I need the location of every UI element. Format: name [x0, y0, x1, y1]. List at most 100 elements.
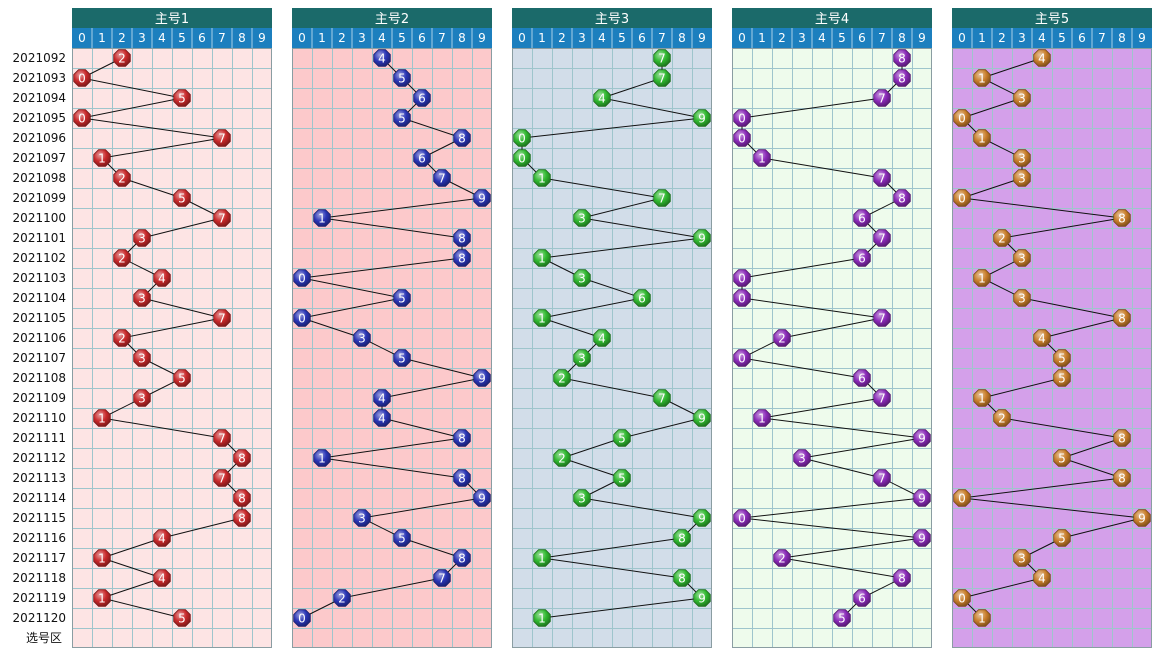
- trend-line-segment: [961, 97, 1023, 119]
- number-ball: [953, 489, 971, 507]
- trend-line-segment: [741, 517, 923, 539]
- number-ball: [453, 429, 471, 447]
- number-ball: [913, 489, 931, 507]
- ball-value: 3: [798, 452, 806, 466]
- ball-value: 2: [118, 252, 126, 266]
- number-ball: [1033, 49, 1051, 67]
- digit-header: 9: [1138, 31, 1146, 45]
- digit-header: 0: [958, 31, 966, 45]
- number-ball: [293, 309, 311, 327]
- ball-value: 5: [398, 292, 406, 306]
- digit-header: 5: [838, 31, 846, 45]
- digit-header: 3: [358, 31, 366, 45]
- number-ball: [293, 609, 311, 627]
- ball-value: 0: [738, 112, 746, 126]
- trend-line-segment: [301, 317, 363, 339]
- ball-value: 6: [418, 152, 426, 166]
- trend-line-segment: [341, 577, 443, 599]
- number-ball: [553, 369, 571, 387]
- number-ball: [1013, 169, 1031, 187]
- number-ball: [213, 209, 231, 227]
- number-ball: [1013, 149, 1031, 167]
- number-ball: [573, 209, 591, 227]
- ball-value: 8: [678, 572, 686, 586]
- number-ball: [1033, 329, 1051, 347]
- ball-value: 9: [478, 372, 486, 386]
- ball-value: 8: [238, 492, 246, 506]
- number-ball: [793, 449, 811, 467]
- number-ball: [153, 569, 171, 587]
- ball-value: 3: [578, 352, 586, 366]
- period-label: 2021107: [13, 351, 66, 365]
- ball-value: 1: [758, 152, 766, 166]
- ball-value: 7: [878, 172, 886, 186]
- number-ball: [973, 609, 991, 627]
- number-ball: [573, 489, 591, 507]
- ball-value: 7: [658, 392, 666, 406]
- ball-value: 8: [898, 572, 906, 586]
- number-ball: [393, 349, 411, 367]
- period-label: 2021120: [13, 611, 66, 625]
- number-ball: [373, 389, 391, 407]
- trend-line-segment: [741, 297, 883, 319]
- period-label: 2021111: [13, 431, 66, 445]
- ball-value: 3: [1018, 172, 1026, 186]
- period-label: 2021115: [13, 511, 66, 525]
- trend-line-segment: [581, 497, 703, 519]
- digit-header: 4: [378, 31, 386, 45]
- digit-header: 8: [898, 31, 906, 45]
- number-ball: [593, 329, 611, 347]
- number-ball: [113, 169, 131, 187]
- trend-line-segment: [961, 177, 1023, 199]
- number-ball: [873, 309, 891, 327]
- panel-title: 主号4: [815, 12, 849, 27]
- ball-value: 5: [178, 612, 186, 626]
- ball-value: 2: [998, 232, 1006, 246]
- period-label: 2021099: [13, 191, 66, 205]
- number-ball: [853, 589, 871, 607]
- ball-value: 7: [218, 432, 226, 446]
- trend-line-segment: [301, 297, 403, 319]
- number-ball: [733, 129, 751, 147]
- digit-header: 3: [798, 31, 806, 45]
- number-ball: [733, 289, 751, 307]
- number-ball: [93, 589, 111, 607]
- ball-value: 3: [138, 352, 146, 366]
- panel-title: 主号1: [155, 12, 189, 27]
- ball-value: 4: [378, 392, 386, 406]
- number-ball: [133, 289, 151, 307]
- ball-value: 5: [398, 112, 406, 126]
- ball-value: 1: [978, 272, 986, 286]
- number-ball: [173, 609, 191, 627]
- number-ball: [393, 289, 411, 307]
- trend-line-segment: [141, 297, 223, 319]
- digit-header: 4: [818, 31, 826, 45]
- panel-title: 主号5: [1035, 12, 1069, 27]
- ball-value: 5: [178, 192, 186, 206]
- number-ball: [1133, 509, 1151, 527]
- digit-header: 0: [78, 31, 86, 45]
- number-ball: [893, 569, 911, 587]
- ball-value: 9: [698, 232, 706, 246]
- ball-value: 0: [298, 312, 306, 326]
- digit-header: 2: [998, 31, 1006, 45]
- digit-header: 4: [598, 31, 606, 45]
- ball-value: 9: [478, 492, 486, 506]
- digit-header: 1: [98, 31, 106, 45]
- trend-line-segment: [781, 537, 923, 559]
- trend-line-segment: [301, 257, 463, 279]
- ball-value: 7: [658, 52, 666, 66]
- number-ball: [653, 69, 671, 87]
- ball-value: 1: [978, 392, 986, 406]
- ball-value: 0: [738, 292, 746, 306]
- number-ball: [513, 129, 531, 147]
- trend-line-segment: [541, 597, 703, 619]
- number-ball: [393, 109, 411, 127]
- trend-line-segment: [401, 537, 463, 559]
- period-label: 2021101: [13, 231, 66, 245]
- number-ball: [953, 189, 971, 207]
- footer-label: 选号区: [26, 631, 62, 645]
- number-ball: [973, 269, 991, 287]
